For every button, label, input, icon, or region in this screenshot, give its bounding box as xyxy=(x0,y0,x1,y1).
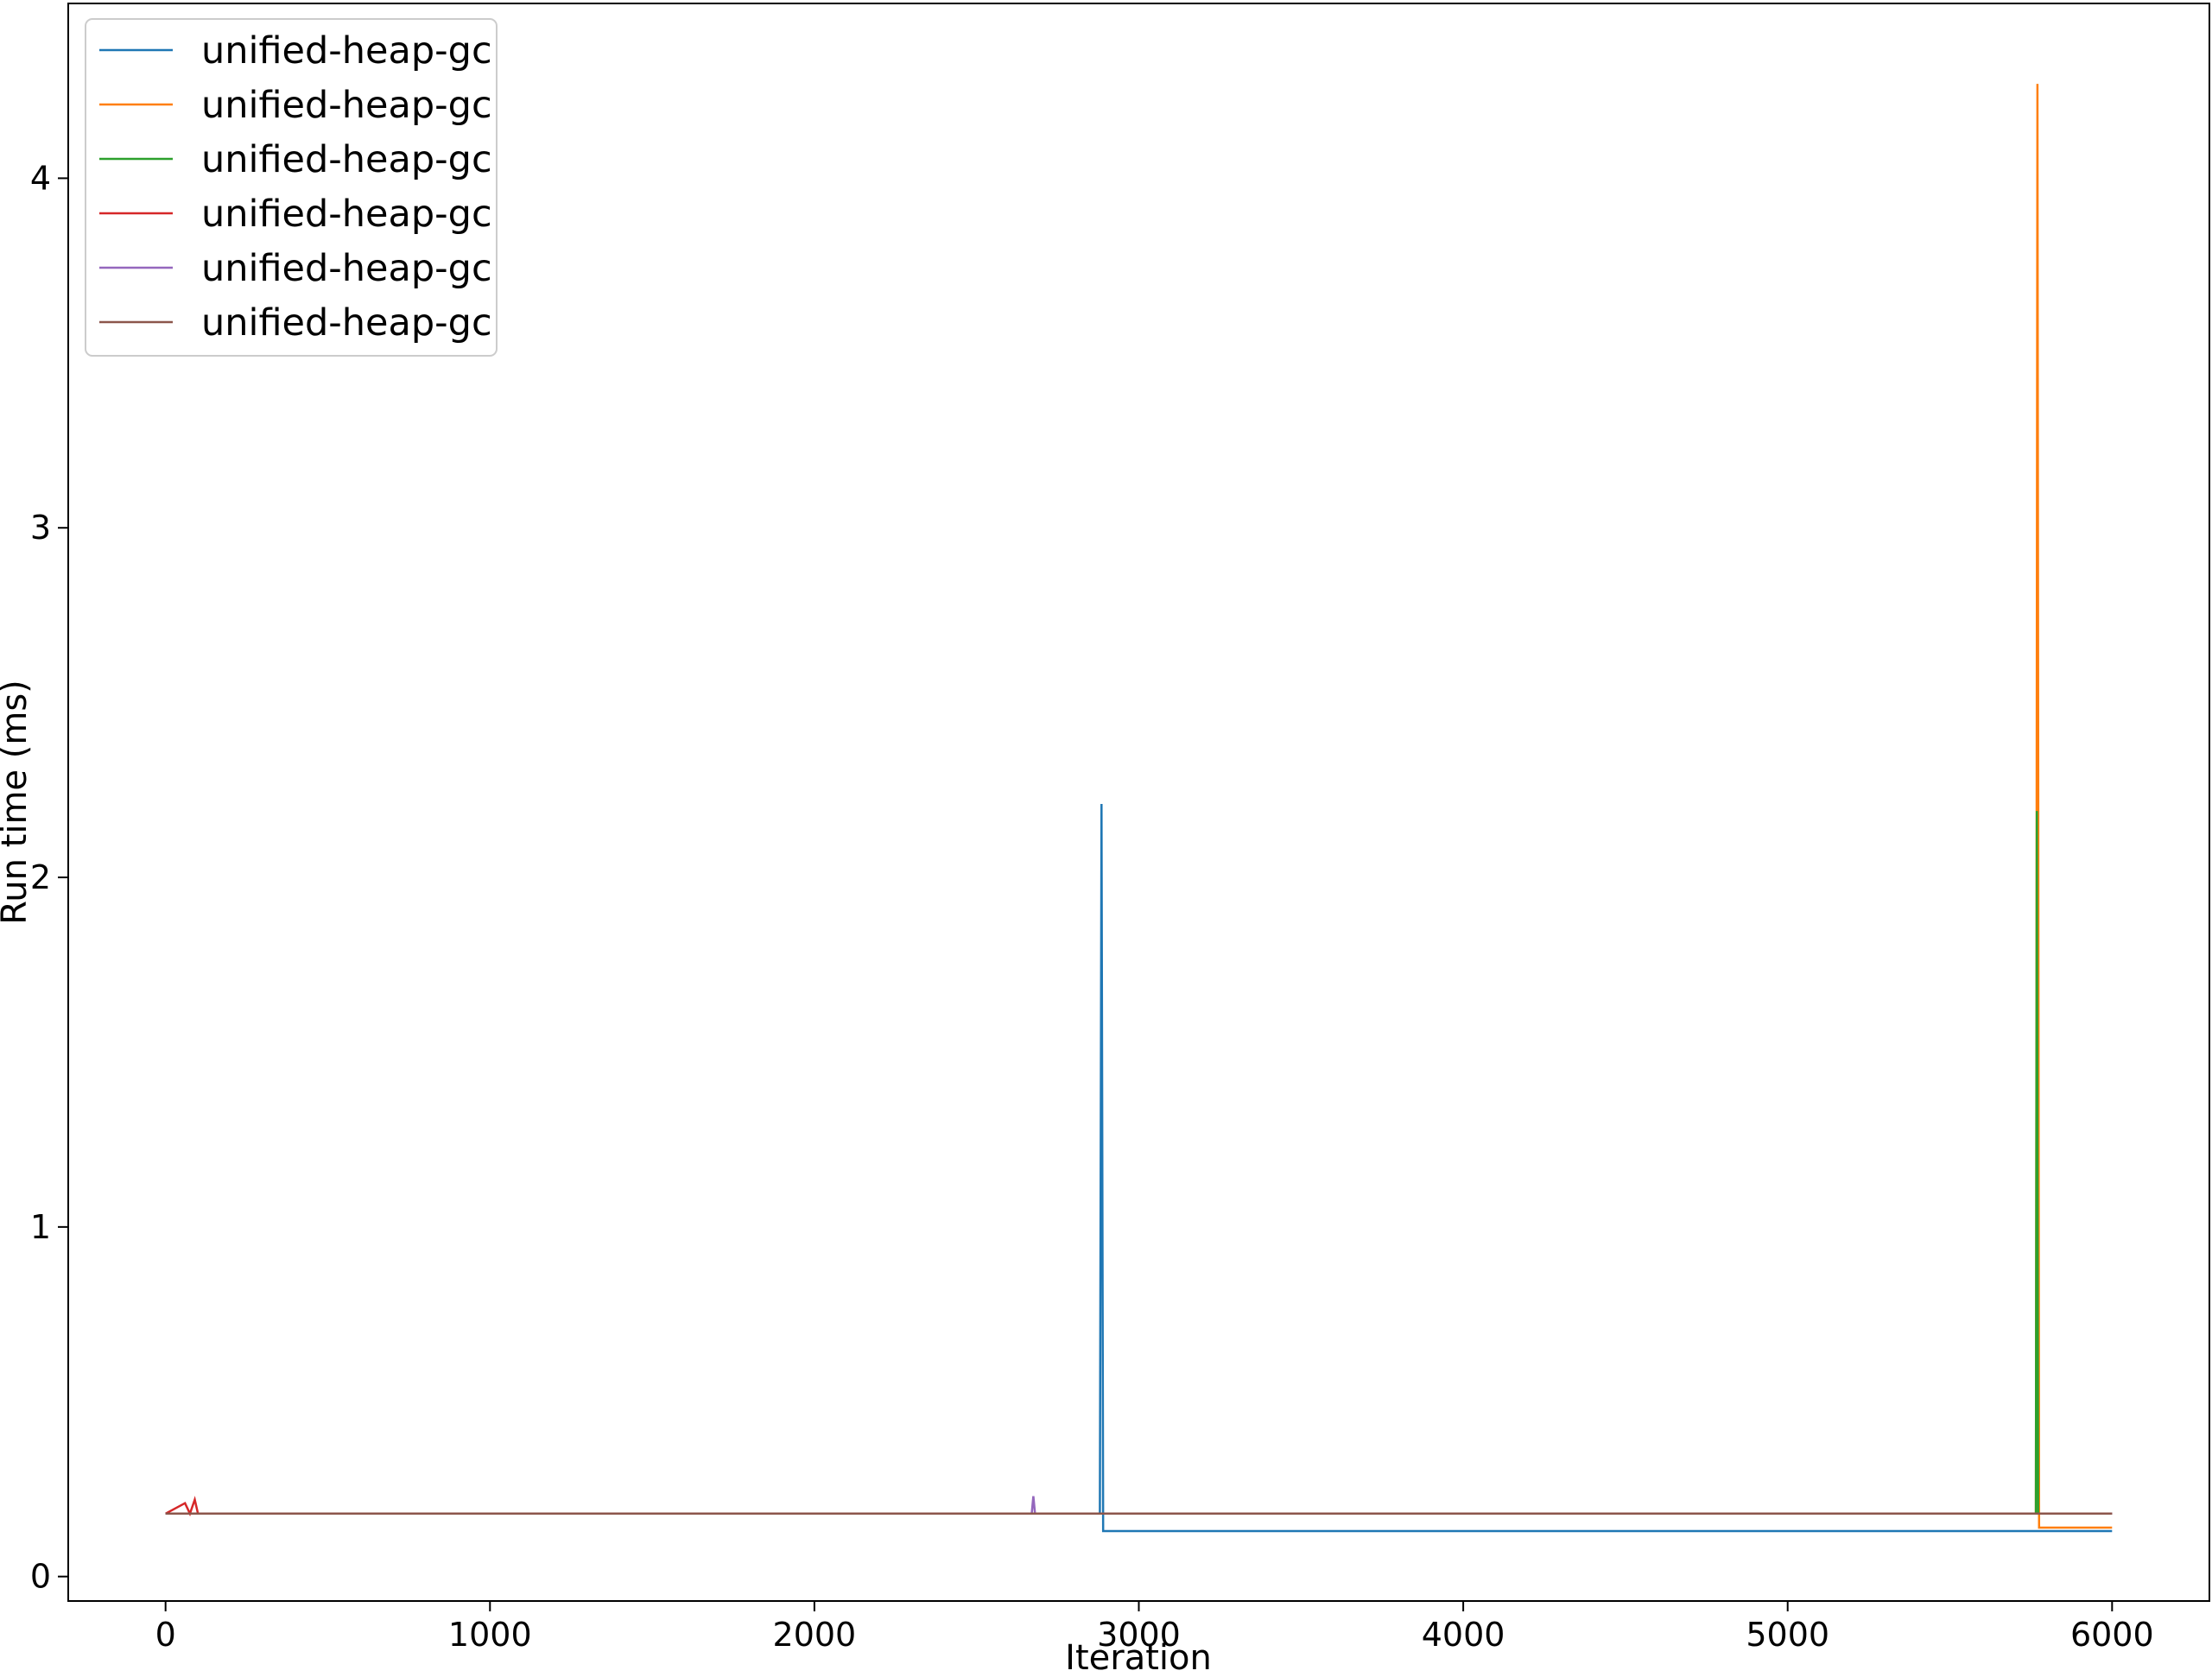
legend-box xyxy=(85,18,498,357)
legend-label-5: unified-heap-gc xyxy=(201,247,492,290)
x-axis: 0 1000 2000 3000 4000 5000 6000 xyxy=(155,1601,2154,1654)
y-tick-label: 4 xyxy=(30,159,51,197)
x-tick-label: 6000 xyxy=(2070,1616,2154,1654)
legend-label-4: unified-heap-gc xyxy=(201,193,492,236)
series-layer xyxy=(165,84,2113,1533)
x-tick-label: 0 xyxy=(155,1616,176,1654)
legend-label-6: unified-heap-gc xyxy=(201,301,492,345)
y-tick-label: 0 xyxy=(30,1558,51,1596)
legend-label-1: unified-heap-gc xyxy=(201,29,492,73)
x-tick-label: 1000 xyxy=(448,1616,532,1654)
x-tick-label: 2000 xyxy=(773,1616,857,1654)
x-tick-label: 5000 xyxy=(1746,1616,1829,1654)
y-tick-label: 1 xyxy=(30,1208,51,1246)
series-line-3 xyxy=(165,811,2113,1516)
legend: unified-heap-gc unified-heap-gc unified-he… xyxy=(85,18,498,357)
y-axis: 0 1 2 3 4 xyxy=(30,159,68,1596)
y-axis-label: Run time (ms) xyxy=(0,680,35,925)
x-axis-label: Iteration xyxy=(1065,1638,1212,1677)
series-line-5 xyxy=(165,1496,2113,1516)
y-tick-label: 2 xyxy=(30,858,51,896)
series-line-1 xyxy=(165,803,2113,1533)
x-tick-label: 4000 xyxy=(1422,1616,1505,1654)
series-line-4 xyxy=(165,1496,2113,1517)
legend-label-2: unified-heap-gc xyxy=(201,84,492,127)
legend-label-3: unified-heap-gc xyxy=(201,138,492,181)
y-tick-label: 3 xyxy=(30,509,51,547)
x-tick-label: 3000 xyxy=(1097,1616,1181,1654)
